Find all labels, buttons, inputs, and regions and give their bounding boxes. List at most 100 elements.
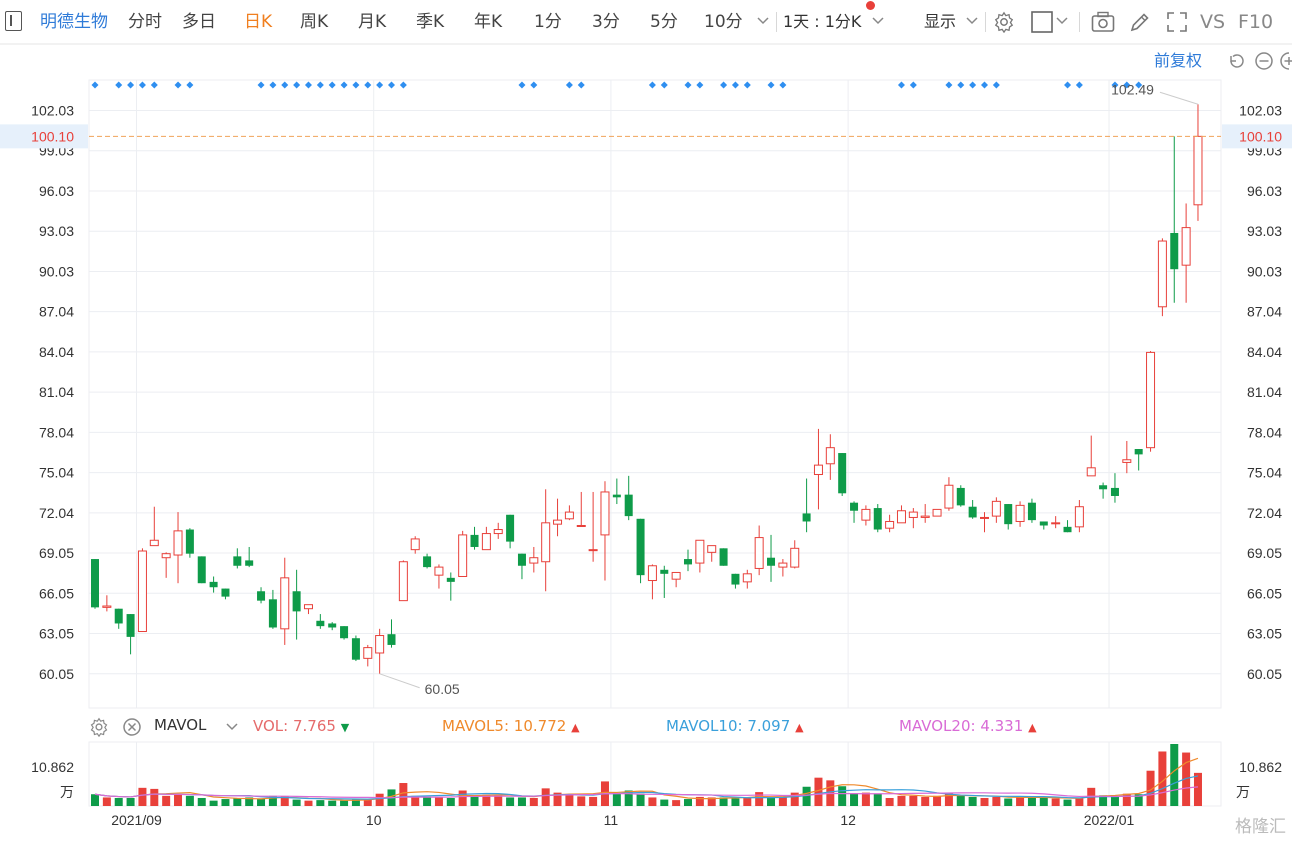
price-tick-right: 87.04 — [1247, 304, 1282, 320]
tab-1min[interactable]: 1分 — [534, 12, 562, 32]
display-menu[interactable]: 显示 — [924, 12, 957, 31]
chevron-down-icon[interactable] — [757, 16, 769, 26]
candle — [1146, 351, 1156, 452]
f10-button[interactable]: F10 — [1238, 11, 1274, 33]
stock-name[interactable]: 明德生物 — [40, 12, 108, 32]
indicator-name[interactable]: MAVOL — [154, 716, 207, 734]
candle — [529, 546, 539, 573]
mavol20-readout: MAVOL20: 4.331 ▲ — [899, 717, 1037, 735]
volume-bar — [458, 790, 467, 806]
notification-dot — [866, 1, 875, 10]
candle — [363, 644, 373, 667]
tab-fenshi[interactable]: 分时 — [128, 12, 162, 32]
zoom-out-icon[interactable] — [1254, 51, 1274, 71]
candle-body — [257, 591, 266, 601]
candle-body — [541, 522, 551, 563]
gear-icon[interactable] — [993, 11, 1015, 33]
candle — [1027, 498, 1036, 523]
candle — [481, 526, 491, 551]
candle-body — [268, 599, 277, 628]
signal-dot — [1135, 81, 1143, 89]
tab-rik[interactable]: 日K — [244, 12, 273, 32]
candle — [754, 525, 764, 576]
chevron-down-icon[interactable] — [1056, 16, 1068, 26]
chevron-down-icon[interactable] — [872, 16, 884, 26]
volume-bar — [470, 795, 479, 806]
pencil-icon[interactable] — [1129, 11, 1151, 33]
candle — [885, 514, 895, 533]
volume-bar — [778, 797, 787, 806]
volume-bar — [375, 793, 384, 806]
candle — [564, 505, 574, 521]
signal-dot — [293, 81, 301, 89]
candle — [932, 508, 942, 517]
tab-duori[interactable]: 多日 — [182, 12, 216, 32]
price-tick-left: 60.05 — [39, 666, 74, 682]
candle — [149, 506, 159, 547]
signal-dot — [660, 81, 668, 89]
camera-icon[interactable] — [1091, 11, 1115, 33]
vol-readout: VOL: 7.765 ▼ — [253, 717, 349, 735]
volume-bar — [245, 797, 254, 806]
candle — [102, 595, 112, 612]
undo-icon[interactable] — [1226, 51, 1246, 71]
candle-body — [1146, 351, 1156, 449]
date-tick: 11 — [604, 812, 619, 828]
tab-zhouk[interactable]: 周K — [300, 12, 329, 32]
candle-body — [588, 549, 598, 552]
signal-dot — [138, 81, 146, 89]
candle-body — [968, 506, 977, 518]
candle — [434, 564, 444, 589]
arrow-up-icon: ▲ — [571, 721, 580, 734]
candle-body — [1110, 487, 1119, 496]
close-indicator-icon[interactable] — [122, 717, 142, 737]
signal-dot — [150, 81, 158, 89]
candle — [695, 539, 705, 573]
interval-select[interactable]: 1天 : 1分K — [783, 12, 862, 31]
candle — [268, 589, 277, 629]
mavol-line — [94, 775, 1199, 800]
volume-bar — [565, 794, 574, 806]
vs-button[interactable]: VS — [1200, 11, 1226, 33]
indicator-settings-icon[interactable] — [89, 717, 109, 737]
signal-dot — [767, 81, 775, 89]
fullscreen-icon[interactable] — [1166, 11, 1188, 33]
tab-niank[interactable]: 年K — [474, 12, 503, 32]
chevron-down-icon[interactable] — [226, 722, 238, 732]
tab-3min[interactable]: 3分 — [592, 12, 620, 32]
candle-body — [932, 508, 942, 517]
current-price-label-left: 100.10 — [31, 128, 74, 144]
candle-body — [695, 539, 705, 564]
price-tick-right: 66.05 — [1247, 585, 1282, 601]
candle — [197, 556, 206, 584]
candle-body — [233, 556, 242, 566]
volume-bar — [197, 797, 206, 806]
volume-bar — [328, 800, 337, 806]
volume-bar — [684, 799, 692, 806]
color-box-icon[interactable] — [1031, 11, 1053, 33]
candle — [825, 434, 835, 480]
candle — [1086, 435, 1096, 477]
tab-yuek[interactable]: 月K — [358, 12, 387, 32]
adjust-mode-button[interactable]: 前复权 — [1154, 51, 1203, 70]
tab-5min[interactable]: 5分 — [650, 12, 678, 32]
annotations: 100.10 100.10 102.49 60.05 — [0, 81, 1292, 697]
tab-10min[interactable]: 10分 — [704, 12, 743, 32]
volume-bars — [91, 744, 1202, 806]
candle-body — [1004, 504, 1013, 525]
candle — [398, 560, 408, 602]
volume-bar — [351, 799, 360, 806]
candle-body — [647, 565, 657, 582]
candle — [1099, 482, 1108, 499]
volume-bar — [1051, 798, 1060, 806]
candle — [114, 608, 123, 629]
chevron-down-icon[interactable] — [966, 16, 978, 26]
candle — [813, 428, 823, 510]
candle — [624, 475, 633, 521]
candle — [612, 478, 621, 505]
candle-body — [126, 614, 135, 637]
sidebar-toggle-icon[interactable] — [5, 11, 22, 31]
tab-jik[interactable]: 季K — [416, 12, 445, 32]
candle — [303, 604, 313, 615]
